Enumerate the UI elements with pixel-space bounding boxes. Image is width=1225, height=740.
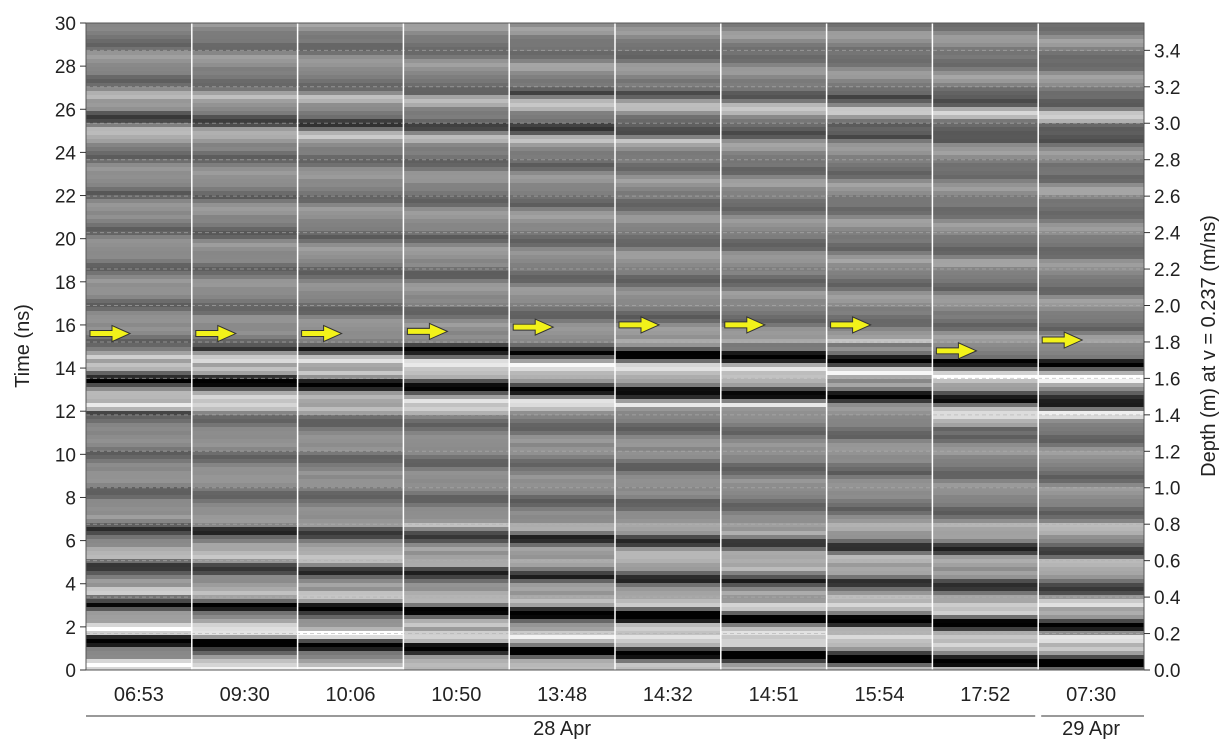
depth-tick-label: 1.0	[1154, 479, 1180, 500]
depth-tick-label: 1.2	[1154, 442, 1180, 463]
panel-time-label: 17:52	[960, 684, 1010, 706]
depth-tick-label: 1.6	[1154, 369, 1180, 390]
radargram-panel	[1038, 23, 1144, 670]
interface-marker-arrow	[512, 318, 555, 336]
depth-tick-label: 2.0	[1154, 296, 1180, 317]
depth-tick-label: 2.2	[1154, 260, 1180, 281]
depth-tick-label: 0.8	[1154, 515, 1180, 536]
interface-marker-arrow	[301, 324, 343, 343]
radargram-panel	[615, 23, 722, 670]
depth-tick-label: 1.8	[1154, 333, 1180, 354]
depth-tick-label: 1.4	[1154, 406, 1181, 427]
interface-marker-arrow	[195, 324, 238, 343]
depth-tick-label: 3.2	[1154, 78, 1180, 99]
radargram-panel	[297, 23, 404, 670]
date-group-label: 29 Apr	[1062, 718, 1120, 740]
time-tick-label: 12	[55, 402, 76, 423]
time-tick-label: 10	[55, 445, 76, 466]
depth-tick-label: 2.4	[1154, 224, 1181, 245]
time-tick-label: 28	[55, 57, 76, 78]
interface-marker-arrow	[830, 316, 872, 334]
radargram-panel	[86, 23, 193, 670]
time-tick-label: 18	[55, 273, 76, 294]
radargram-panel	[509, 23, 616, 670]
time-tick-label: 22	[55, 187, 76, 208]
panel-time-label: 07:30	[1066, 684, 1116, 706]
panel-time-label: 10:50	[431, 684, 481, 706]
depth-tick-label: 2.6	[1154, 187, 1180, 208]
depth-tick-label: 0.2	[1154, 625, 1180, 646]
panel-time-label: 09:30	[220, 684, 270, 706]
interface-marker-arrow	[89, 324, 132, 343]
date-group-label: 28 Apr	[533, 718, 591, 740]
y-axis-label-left: Time (ns)	[12, 304, 34, 388]
time-tick-label: 8	[65, 488, 76, 509]
interface-marker-arrow	[406, 322, 449, 341]
time-tick-label: 24	[55, 143, 77, 164]
radargram-panel	[191, 23, 299, 670]
interface-marker-arrow	[724, 316, 767, 334]
depth-tick-label: 0.6	[1154, 552, 1180, 573]
plot-frame	[85, 22, 1145, 671]
panel-time-label: 14:32	[643, 684, 693, 706]
time-tick-label: 4	[65, 575, 76, 596]
depth-tick-label: 2.8	[1154, 151, 1180, 172]
depth-tick-label: 0.0	[1154, 661, 1180, 682]
time-tick-label: 2	[65, 618, 76, 639]
depth-tick-label: 3.4	[1154, 41, 1181, 62]
time-tick-label: 26	[55, 100, 76, 121]
panel-time-label: 06:53	[114, 684, 164, 706]
panel-time-label: 13:48	[537, 684, 587, 706]
time-tick-label: 14	[55, 359, 77, 380]
panel-time-label: 10:06	[325, 684, 375, 706]
interface-marker-arrow	[935, 342, 978, 360]
time-tick-label: 6	[65, 532, 76, 553]
y-axis-label-right: Depth (m) at v = 0.237 (m/ns)	[1198, 215, 1220, 477]
time-tick-label: 30	[55, 14, 76, 35]
radargram-panel	[720, 23, 828, 670]
radargram-panel	[826, 23, 933, 670]
panel-time-label: 14:51	[749, 684, 799, 706]
panel-time-label: 15:54	[854, 684, 904, 706]
time-tick-label: 16	[55, 316, 76, 337]
depth-tick-label: 3.0	[1154, 114, 1180, 135]
radargram-panel	[403, 23, 510, 670]
depth-tick-label: 0.4	[1154, 588, 1181, 609]
interface-marker-arrow	[1041, 331, 1084, 349]
interface-marker-arrow	[618, 316, 661, 334]
time-tick-label: 0	[65, 661, 76, 682]
time-tick-label: 20	[55, 230, 76, 251]
radargram-panel	[932, 23, 1039, 670]
